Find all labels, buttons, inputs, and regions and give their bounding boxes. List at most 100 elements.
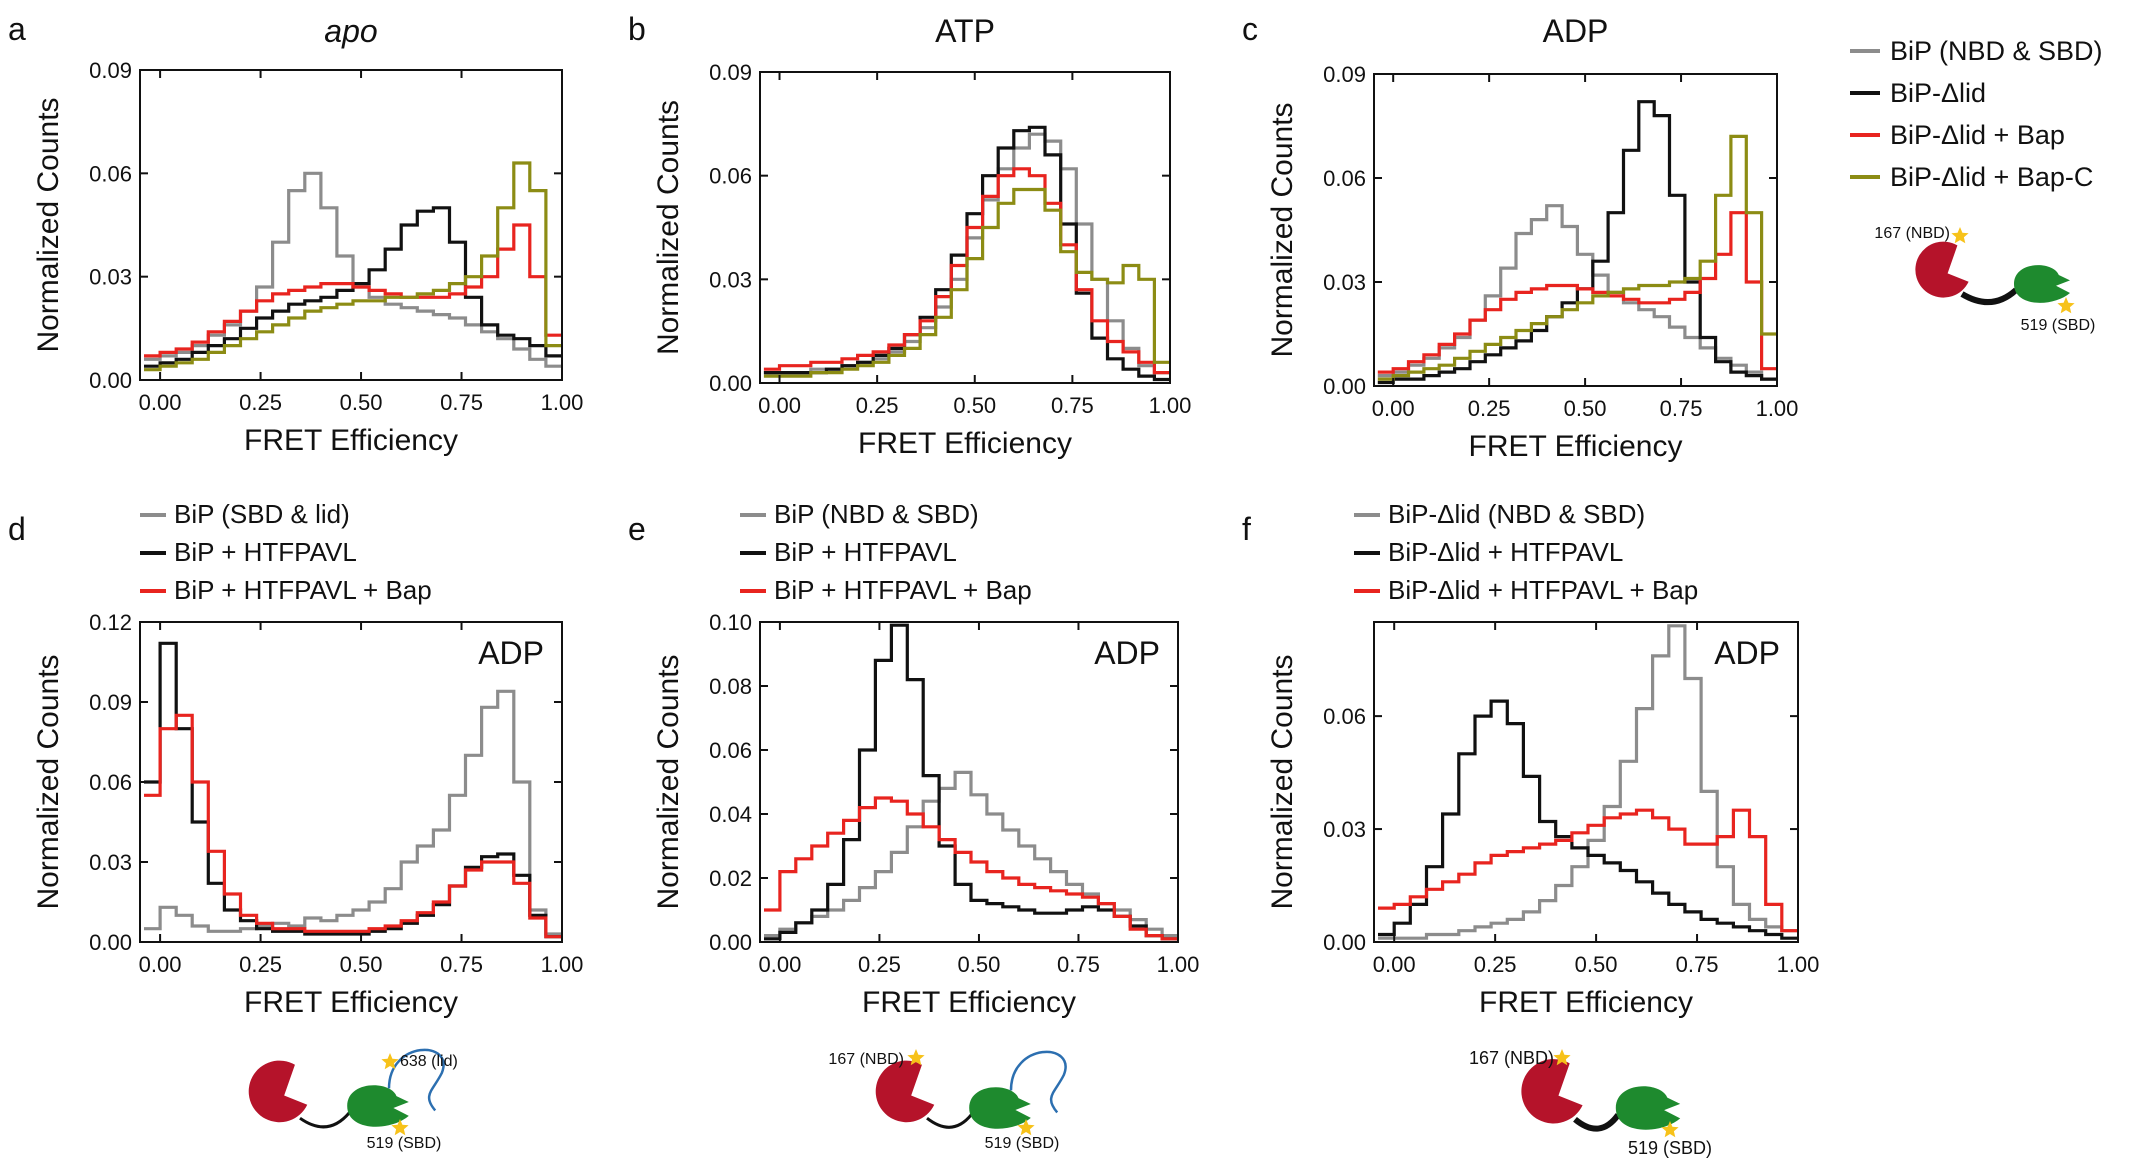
linker-line (1573, 1113, 1621, 1132)
sbd-domain-icon (2014, 265, 2070, 303)
x-tick-label: 1.00 (541, 952, 584, 977)
plot-frame-b (759, 71, 1171, 384)
diagram-label: 519 (SBD) (985, 1135, 1060, 1152)
linker-line (1960, 287, 2019, 305)
legend-top: BiP (NBD & SBD) BiP-Δlid BiP-Δlid + Bap BiP… (1850, 36, 2103, 192)
x-tick-label: 0.75 (1051, 393, 1094, 418)
fluorophore-star-icon (1553, 1049, 1571, 1066)
x-tick-label: 0.25 (856, 393, 899, 418)
legend-label: BiP-Δlid + HTFPAVL + Bap (1388, 575, 1698, 605)
sbd-domain-icon (347, 1085, 409, 1127)
legend-label: BiP + HTFPAVL + Bap (174, 575, 432, 605)
series-line-a-3 (144, 161, 562, 372)
y-tick-label: 0.00 (1323, 930, 1366, 955)
x-tick-label: 0.25 (239, 390, 282, 415)
x-tick-label: 0.50 (958, 952, 1001, 977)
y-tick-label: 0.09 (89, 690, 132, 715)
y-axis-label: Normalized Counts (32, 97, 65, 352)
sbd-domain-icon (969, 1087, 1031, 1129)
y-tick-label: 0.00 (709, 930, 752, 955)
y-tick-label: 0.03 (89, 265, 132, 290)
x-axis-label: FRET Efficiency (862, 986, 1076, 1019)
x-tick-label: 0.25 (1474, 952, 1517, 977)
x-tick-label: 1.00 (1777, 952, 1820, 977)
legend-label: BiP-Δlid + HTFPAVL (1388, 537, 1623, 567)
x-tick-label: 1.00 (1756, 396, 1799, 421)
series-line-f-2 (1378, 808, 1798, 933)
sbd-domain-icon (1615, 1086, 1681, 1130)
legend-label: BiP-Δlid + Bap-C (1890, 162, 2093, 192)
chart-panel-f: f 0.00 0.25 0.50 0.75 1.00 0.00 0.03 0.06 FRET Ef… (1242, 499, 1819, 1019)
panel-letter-e: e (628, 511, 646, 547)
nbd-domain-icon (248, 1060, 308, 1123)
figure-root: a 0.00 0.25 0.50 0.75 1.00 0.00 0.03 0.06 0.09 FRE… (8, 11, 2103, 1158)
y-tick-label: 0.08 (709, 674, 752, 699)
x-tick-label: 0.50 (340, 390, 383, 415)
y-tick-label: 0.00 (89, 368, 132, 393)
x-tick-label: 0.25 (239, 952, 282, 977)
y-tick-label: 0.03 (1323, 817, 1366, 842)
plot-frame-f (1373, 621, 1799, 943)
schematic-panel-f: 167 (NBD) 519 (SBD) (1469, 1048, 1712, 1158)
y-axis-label: Normalized Counts (1266, 102, 1299, 357)
fluorophore-star-icon (2057, 297, 2075, 314)
nbd-domain-icon (1915, 241, 1969, 298)
fluorophore-star-icon (381, 1053, 399, 1070)
x-tick-label: 0.50 (340, 952, 383, 977)
y-tick-label: 0.09 (709, 60, 752, 85)
chart-panel-b: b 0.00 0.25 0.50 0.75 1.00 0.00 0.03 0.06 0.09 FRE… (628, 11, 1191, 460)
x-tick-label: 0.00 (139, 390, 182, 415)
schematic-panel-e: 167 (NBD) 519 (SBD) (828, 1049, 1067, 1152)
panel-letter-d: d (8, 511, 26, 547)
schematic-top-right: 167 (NBD) 519 (SBD) (1874, 225, 2095, 334)
linker-line (926, 1113, 973, 1129)
diagram-label: 167 (NBD) (828, 1051, 904, 1068)
x-tick-label: 0.00 (758, 393, 801, 418)
series-line-c-2 (1377, 211, 1777, 374)
fluorophore-star-icon (1661, 1121, 1679, 1138)
chart-panel-a: a 0.00 0.25 0.50 0.75 1.00 0.00 0.03 0.06 0.09 FRE… (8, 11, 583, 457)
y-tick-label: 0.00 (709, 371, 752, 396)
x-tick-label: 0.00 (1372, 396, 1415, 421)
nbd-domain-icon (1521, 1059, 1583, 1124)
chart-title: apo (324, 13, 377, 49)
y-tick-label: 0.06 (709, 164, 752, 189)
y-tick-label: 0.04 (709, 802, 752, 827)
x-tick-label: 1.00 (1149, 393, 1192, 418)
chart-panel-e: e 0.00 0.25 0.50 0.75 1.00 0.00 0.02 0.04 0.06 0.0… (628, 499, 1199, 1019)
condition-annotation: ADP (478, 635, 544, 671)
x-axis-label: FRET Efficiency (1469, 430, 1683, 463)
series-line-c-0 (1377, 204, 1777, 381)
y-axis-label: Normalized Counts (652, 100, 685, 355)
y-tick-label: 0.12 (89, 610, 132, 635)
legend-label: BiP (NBD & SBD) (1890, 36, 2103, 66)
panel-letter-b: b (628, 11, 646, 47)
series-line-d-0 (144, 689, 562, 936)
legend-label: BiP + HTFPAVL (174, 537, 357, 567)
y-tick-label: 0.02 (709, 866, 752, 891)
series-line-e-2 (764, 796, 1178, 941)
x-tick-label: 0.50 (953, 393, 996, 418)
panel-letter-f: f (1242, 511, 1251, 547)
x-tick-label: 0.75 (440, 390, 483, 415)
legend-label: BiP + HTFPAVL (774, 537, 957, 567)
y-axis-label: Normalized Counts (652, 654, 685, 909)
legend-label: BiP (SBD & lid) (174, 499, 350, 529)
legend-label: BiP-Δlid + Bap (1890, 120, 2065, 150)
y-tick-label: 0.06 (89, 770, 132, 795)
y-tick-label: 0.10 (709, 610, 752, 635)
y-axis-label: Normalized Counts (32, 654, 65, 909)
x-tick-label: 0.25 (1468, 396, 1511, 421)
panel-letter-c: c (1242, 11, 1258, 47)
series-line-a-2 (144, 223, 562, 358)
x-tick-label: 0.75 (440, 952, 483, 977)
x-axis-label: FRET Efficiency (244, 424, 458, 457)
x-tick-label: 0.50 (1575, 952, 1618, 977)
y-tick-label: 0.06 (89, 161, 132, 186)
y-tick-label: 0.06 (1323, 166, 1366, 191)
series-line-e-1 (764, 623, 1178, 941)
chart-panel-d: d 0.00 0.25 0.50 0.75 1.00 0.00 0.03 0.06 0.09 0.1… (8, 499, 583, 1019)
y-tick-label: 0.00 (1323, 374, 1366, 399)
x-tick-label: 0.75 (1676, 952, 1719, 977)
